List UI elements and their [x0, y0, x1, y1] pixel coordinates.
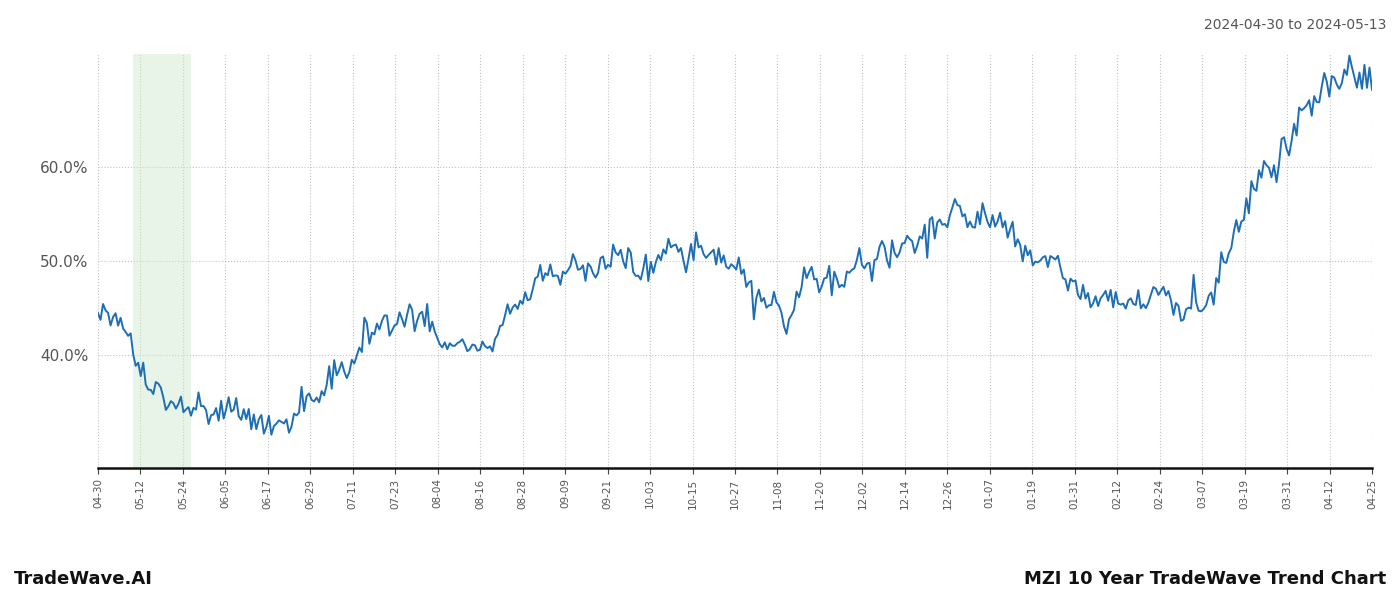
- Text: 2024-04-30 to 2024-05-13: 2024-04-30 to 2024-05-13: [1204, 18, 1386, 32]
- Text: TradeWave.AI: TradeWave.AI: [14, 570, 153, 588]
- Bar: [133, 54, 190, 468]
- Text: MZI 10 Year TradeWave Trend Chart: MZI 10 Year TradeWave Trend Chart: [1023, 570, 1386, 588]
